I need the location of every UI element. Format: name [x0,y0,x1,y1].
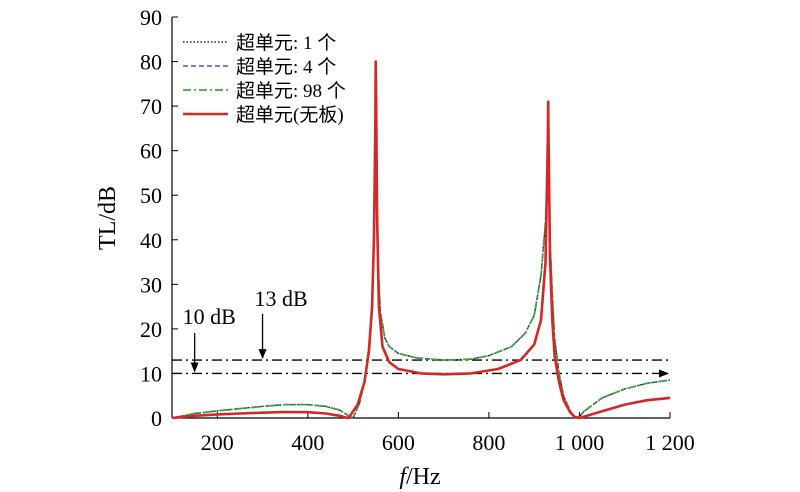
x-tick-label: 800 [472,430,505,455]
x-axis-label-variable: f [399,464,409,490]
annotations: 10 dB 13 dB [183,286,308,373]
x-tick-label: 200 [201,430,234,455]
y-tick-label: 10 [140,361,162,386]
legend-label: 超单元: 4 个 [236,56,336,78]
series-line [171,114,671,419]
x-tick-label: 400 [291,430,324,455]
legend-label: 超单元: 1 个 [236,32,336,54]
x-tick-label: 1 200 [645,430,695,455]
annotation-label: 10 dB [183,304,236,329]
x-axis-label-unit: /Hz [406,464,441,490]
y-tick-label: 80 [140,50,162,75]
y-tick-label: 60 [140,139,162,164]
y-tick-label: 50 [140,183,162,208]
legend-label: 超单元: 98 个 [236,80,346,102]
y-tick-label: 40 [140,228,162,253]
y-tick-label: 30 [140,272,162,297]
series-lines [171,60,671,420]
x-tick-label: 1 000 [555,430,605,455]
axes: 0 10 20 30 40 50 60 70 80 90 200 400 600 800 1 000 1 20… [140,5,695,455]
x-axis-label: f/Hz [399,464,440,490]
y-tick-label: 20 [140,317,162,342]
legend-label: 超单元(无板) [236,104,344,126]
y-axis-label: TL/dB [95,186,121,250]
series-line [171,60,671,420]
y-tick-label: 70 [140,94,162,119]
annotation-label: 13 dB [255,286,308,311]
x-tick-label: 600 [382,430,415,455]
y-tick-label: 0 [151,406,162,431]
y-tick-label: 90 [140,5,162,30]
reference-lines [172,359,670,378]
